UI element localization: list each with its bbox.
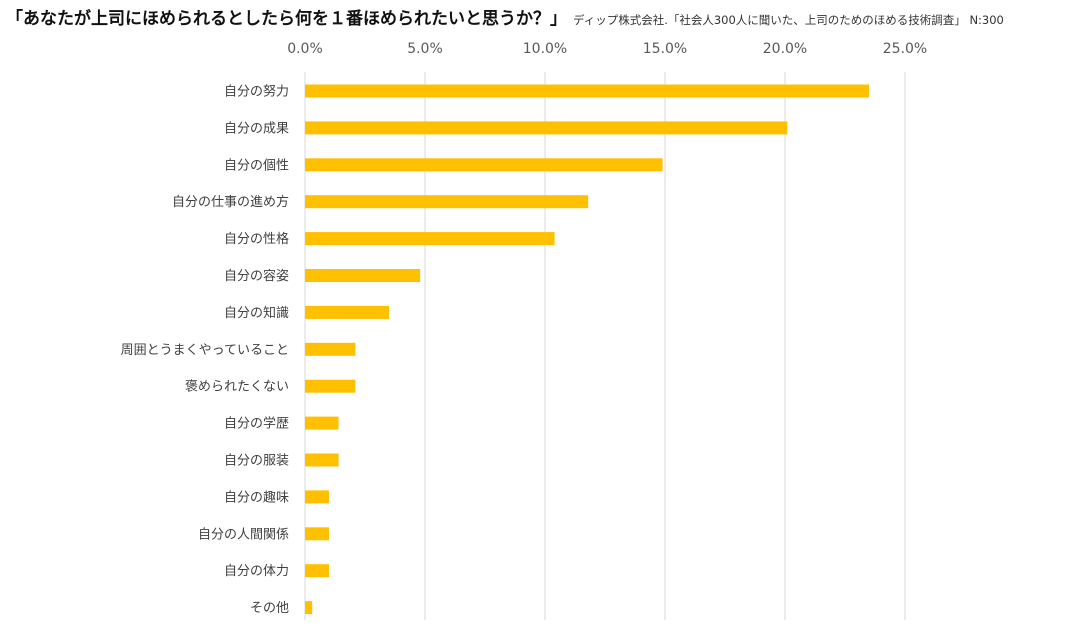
chart-title: 「あなたが上司にほめられるとしたら何を１番ほめられたいと思うか？」 xyxy=(6,9,567,29)
bar xyxy=(305,232,555,246)
bar xyxy=(305,84,869,98)
bar xyxy=(305,305,389,319)
gridlines xyxy=(304,72,906,620)
category-label: 自分の個性 xyxy=(224,158,289,173)
category-label: 自分の趣味 xyxy=(224,490,289,505)
category-label: 自分の性格 xyxy=(224,231,289,247)
category-label: 自分の仕事の進め方 xyxy=(172,194,289,210)
category-label: 褒められたくない xyxy=(185,380,289,395)
x-tick-label: 10.0% xyxy=(523,41,567,57)
bar xyxy=(305,601,313,615)
bar xyxy=(305,416,339,430)
category-label: 自分の容姿 xyxy=(224,268,289,284)
chart-source: ディップ株式会社.「社会人300人に聞いた、上司のためのほめる技術調査」 N:3… xyxy=(573,13,1004,27)
x-tick-label: 20.0% xyxy=(763,41,807,57)
bar xyxy=(305,527,329,541)
x-axis-ticks: 0.0% 5.0% 10.0% 15.0% 20.0% 25.0% xyxy=(287,41,927,57)
x-tick-label: 5.0% xyxy=(407,41,443,57)
category-label: 自分の努力 xyxy=(224,85,289,100)
bars xyxy=(305,84,869,615)
bar xyxy=(305,158,663,172)
chart-header: 「あなたが上司にほめられるとしたら何を１番ほめられたいと思うか？」 ディップ株式… xyxy=(6,4,1084,30)
category-labels: 自分の努力自分の成果自分の個性自分の仕事の進め方自分の性格自分の容姿自分の知識周… xyxy=(121,85,289,617)
bar xyxy=(305,195,589,209)
bar xyxy=(305,490,329,504)
bar xyxy=(305,564,329,578)
bar xyxy=(305,121,788,135)
bar xyxy=(305,453,339,467)
x-tick-label: 25.0% xyxy=(883,41,927,57)
category-label: その他 xyxy=(250,601,289,616)
category-label: 自分の服装 xyxy=(224,454,289,469)
category-label: 自分の学歴 xyxy=(224,416,289,432)
category-label: 周囲とうまくやっていること xyxy=(121,343,289,358)
category-label: 自分の体力 xyxy=(224,564,289,579)
category-label: 自分の人間関係 xyxy=(198,527,289,542)
bar xyxy=(305,379,356,393)
category-label: 自分の成果 xyxy=(224,121,289,136)
x-tick-label: 0.0% xyxy=(287,41,323,57)
bar xyxy=(305,342,356,356)
category-label: 自分の知識 xyxy=(224,305,289,321)
bar xyxy=(305,269,421,282)
x-tick-label: 15.0% xyxy=(643,41,687,57)
